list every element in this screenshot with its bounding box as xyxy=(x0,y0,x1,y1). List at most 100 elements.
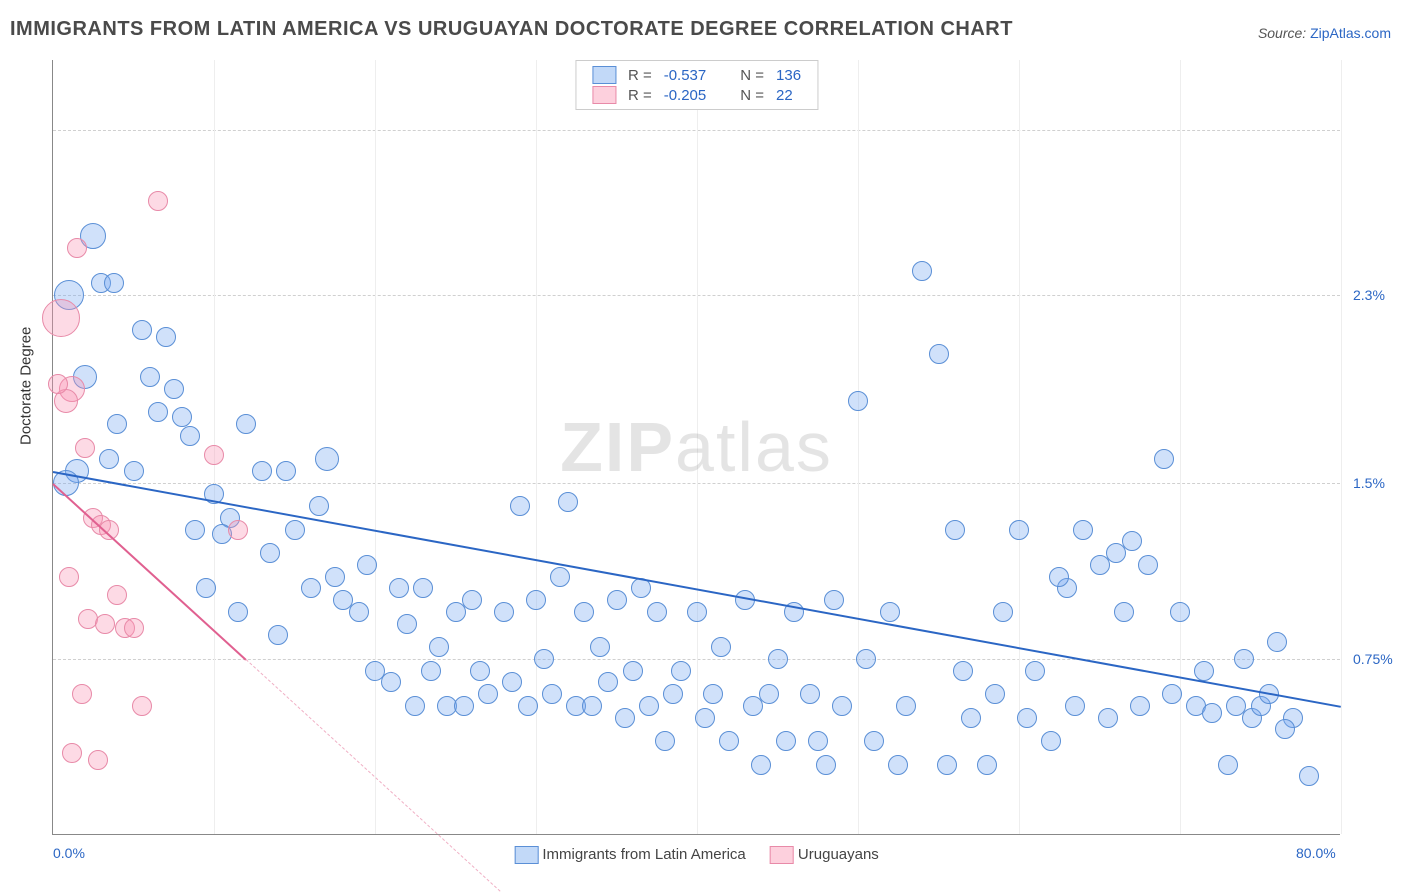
legend-swatch xyxy=(592,66,616,84)
data-point xyxy=(1170,602,1190,622)
data-point xyxy=(309,496,329,516)
data-point xyxy=(62,743,82,763)
legend-r-value: -0.205 xyxy=(658,85,713,105)
data-point xyxy=(48,374,68,394)
data-point xyxy=(180,426,200,446)
legend-top-row: R =-0.537N =136 xyxy=(586,65,807,85)
data-point xyxy=(1017,708,1037,728)
legend-r-label: R = xyxy=(622,65,658,85)
data-point xyxy=(912,261,932,281)
data-point xyxy=(185,520,205,540)
grid-line-vertical xyxy=(1180,60,1181,834)
data-point xyxy=(945,520,965,540)
data-point xyxy=(985,684,1005,704)
watermark-light-part: atlas xyxy=(675,408,833,486)
data-point xyxy=(470,661,490,681)
data-point xyxy=(140,367,160,387)
legend-correlation-box: R =-0.537N =136R =-0.205 N =22 xyxy=(575,60,818,110)
data-point xyxy=(695,708,715,728)
legend-n-value: 136 xyxy=(770,65,807,85)
legend-n-label: N = xyxy=(734,85,770,105)
data-point xyxy=(663,684,683,704)
x-tick-label: 0.0% xyxy=(53,845,85,861)
data-point xyxy=(389,578,409,598)
data-point xyxy=(196,578,216,598)
source-attribution: Source: ZipAtlas.com xyxy=(1258,25,1391,41)
data-point xyxy=(864,731,884,751)
data-point xyxy=(703,684,723,704)
data-point xyxy=(1275,719,1295,739)
data-point xyxy=(937,755,957,775)
data-point xyxy=(67,238,87,258)
data-point xyxy=(759,684,779,704)
data-point xyxy=(856,649,876,669)
data-point xyxy=(1098,708,1118,728)
data-point xyxy=(405,696,425,716)
data-point xyxy=(598,672,618,692)
source-label: Source: xyxy=(1258,25,1310,41)
data-point xyxy=(848,391,868,411)
data-point xyxy=(99,449,119,469)
data-point xyxy=(896,696,916,716)
source-value: ZipAtlas.com xyxy=(1310,25,1391,41)
data-point xyxy=(148,402,168,422)
data-point xyxy=(768,649,788,669)
data-point xyxy=(993,602,1013,622)
data-point xyxy=(421,661,441,681)
data-point xyxy=(574,602,594,622)
data-point xyxy=(107,585,127,605)
data-point xyxy=(1299,766,1319,786)
data-point xyxy=(582,696,602,716)
grid-line-vertical xyxy=(858,60,859,834)
data-point xyxy=(623,661,643,681)
data-point xyxy=(1226,696,1246,716)
grid-line-vertical xyxy=(375,60,376,834)
data-point xyxy=(832,696,852,716)
data-point xyxy=(252,461,272,481)
data-point xyxy=(953,661,973,681)
data-point xyxy=(751,755,771,775)
data-point xyxy=(502,672,522,692)
data-point xyxy=(647,602,667,622)
data-point xyxy=(961,708,981,728)
data-point xyxy=(1041,731,1061,751)
data-point xyxy=(1154,449,1174,469)
data-point xyxy=(800,684,820,704)
data-point xyxy=(1025,661,1045,681)
data-point xyxy=(42,299,80,337)
data-point xyxy=(655,731,675,751)
data-point xyxy=(285,520,305,540)
legend-r-label: R = xyxy=(622,85,658,105)
legend-top-row: R =-0.205 N =22 xyxy=(586,85,807,105)
data-point xyxy=(1234,649,1254,669)
data-point xyxy=(1138,555,1158,575)
data-point xyxy=(1009,520,1029,540)
data-point xyxy=(148,191,168,211)
data-point xyxy=(558,492,578,512)
data-point xyxy=(550,567,570,587)
data-point xyxy=(172,407,192,427)
legend-r-value: -0.537 xyxy=(658,65,713,85)
data-point xyxy=(454,696,474,716)
watermark-bold-part: ZIP xyxy=(560,408,675,486)
data-point xyxy=(1049,567,1069,587)
data-point xyxy=(615,708,635,728)
data-point xyxy=(72,684,92,704)
data-point xyxy=(534,649,554,669)
data-point xyxy=(95,614,115,634)
data-point xyxy=(59,567,79,587)
legend-bottom-item: Immigrants from Latin America xyxy=(514,846,746,864)
data-point xyxy=(816,755,836,775)
trend-line xyxy=(52,483,247,661)
data-point xyxy=(315,447,339,471)
chart-plot-area: ZIPatlas R =-0.537N =136R =-0.205N =22 I… xyxy=(52,60,1340,835)
legend-n-value: 22 xyxy=(770,85,807,105)
data-point xyxy=(1162,684,1182,704)
legend-swatch xyxy=(514,846,538,864)
data-point xyxy=(228,520,248,540)
y-axis-title: Doctorate Degree xyxy=(18,327,35,445)
legend-swatch xyxy=(592,86,616,104)
data-point xyxy=(1218,755,1238,775)
data-point xyxy=(518,696,538,716)
data-point xyxy=(929,344,949,364)
